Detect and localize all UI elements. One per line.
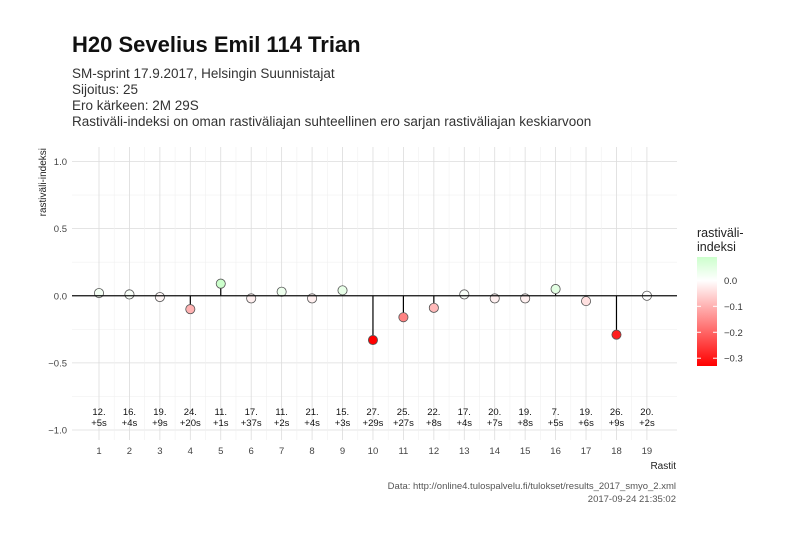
x-tick-label: 3 <box>157 446 162 457</box>
chart-title: H20 Sevelius Emil 114 Trian <box>72 32 361 57</box>
data-point <box>154 292 165 303</box>
x-tick-label: 7 <box>279 446 284 457</box>
diff-label: +29s <box>363 418 384 429</box>
x-tick-label: 1 <box>96 446 101 457</box>
data-point <box>276 286 287 297</box>
x-tick-label: 6 <box>249 446 254 457</box>
caption-source: Data: http://online4.tulospalvelu.fi/tul… <box>387 481 676 492</box>
y-tick-label: 0.0 <box>54 291 67 302</box>
y-tick-label: 0.5 <box>54 224 67 235</box>
diff-label: +37s <box>241 418 262 429</box>
axes: −1.0−0.50.00.51.01 2 3 4 5 6 7 8 9 10 11 12 13 14 15 16… <box>38 148 677 472</box>
legend: rastiväli-indeksi 0.0 −0.1 −0.2 −0.3 <box>697 226 744 366</box>
x-tick-label: 5 <box>218 446 223 457</box>
x-tick-label: 19 <box>642 446 653 457</box>
y-tick-label: 1.0 <box>54 157 67 168</box>
x-tick-label: 14 <box>489 446 500 457</box>
subtitle-line-4: Rastiväli-indeksi on oman rastiväliajan … <box>72 114 592 129</box>
rank-label: 11. <box>275 407 288 418</box>
legend-colorbar <box>697 257 717 366</box>
diff-label: +7s <box>487 418 503 429</box>
rank-label: 7. <box>552 407 560 418</box>
x-axis-title: Rastit <box>650 461 676 472</box>
y-axis-title: rastiväli-indeksi <box>38 148 49 216</box>
legend-title: indeksi <box>697 240 736 254</box>
legend-tick-label: 0.0 <box>724 276 737 287</box>
subtitle-line-3: Ero kärkeen: 2M 29S <box>72 98 199 113</box>
rank-label: 27. <box>366 407 379 418</box>
data-point <box>398 312 409 323</box>
x-tick-label: 2 <box>127 446 132 457</box>
legend-tick-label: −0.3 <box>724 354 743 365</box>
rank-label: 17. <box>245 407 258 418</box>
diff-label: +5s <box>548 418 564 429</box>
diff-label: +3s <box>335 418 351 429</box>
data-point <box>337 285 348 296</box>
data-point <box>550 284 561 295</box>
rank-label: 19. <box>153 407 166 418</box>
rank-label: 19. <box>579 407 592 418</box>
rank-label: 24. <box>184 407 197 418</box>
x-tick-label: 18 <box>611 446 622 457</box>
grid-lines <box>72 147 677 440</box>
rank-label: 11. <box>215 407 228 418</box>
legend-title: rastiväli- <box>697 226 744 240</box>
rank-label: 22. <box>427 407 440 418</box>
x-tick-label: 4 <box>188 446 193 457</box>
diff-label: +20s <box>180 418 201 429</box>
rank-label: 17. <box>458 407 471 418</box>
x-tick-label: 13 <box>459 446 470 457</box>
data-point <box>215 278 226 289</box>
rank-label: 21. <box>305 407 318 418</box>
data-point <box>581 296 592 307</box>
y-tick-label: −0.5 <box>48 358 67 369</box>
diff-label: +9s <box>609 418 625 429</box>
diff-label: +4s <box>122 418 138 429</box>
caption-timestamp: 2017-09-24 21:35:02 <box>587 494 676 505</box>
rank-label: 20. <box>640 407 653 418</box>
x-tick-label: 8 <box>309 446 314 457</box>
rank-label: 20. <box>488 407 501 418</box>
diff-label: +4s <box>304 418 320 429</box>
data-point <box>185 304 196 315</box>
points <box>94 278 652 346</box>
rank-label: 26. <box>610 407 623 418</box>
rank-label: 12. <box>92 407 105 418</box>
data-point <box>428 302 439 313</box>
diff-label: +4s <box>456 418 472 429</box>
rank-label: 25. <box>397 407 410 418</box>
x-tick-label: 9 <box>340 446 345 457</box>
diff-label: +6s <box>578 418 594 429</box>
diff-label: +5s <box>91 418 107 429</box>
x-tick-label: 11 <box>398 446 408 457</box>
y-tick-label: −1.0 <box>48 426 67 437</box>
data-point <box>367 335 378 346</box>
data-point <box>611 329 622 340</box>
subtitle-line-2: Sijoitus: 25 <box>72 82 139 97</box>
diff-label: +2s <box>639 418 655 429</box>
rank-label: 19. <box>519 407 532 418</box>
x-tick-label: 15 <box>520 446 531 457</box>
data-point <box>124 289 135 300</box>
rank-label: 15. <box>336 407 349 418</box>
x-tick-label: 12 <box>429 446 440 457</box>
rank-label: 16. <box>123 407 136 418</box>
diff-label: +1s <box>213 418 229 429</box>
data-point <box>459 289 470 300</box>
x-tick-label: 17 <box>581 446 592 457</box>
diff-label: +8s <box>426 418 442 429</box>
diff-label: +2s <box>274 418 290 429</box>
diff-label: +9s <box>152 418 168 429</box>
legend-tick-label: −0.1 <box>724 302 743 313</box>
x-tick-label: 16 <box>550 446 561 457</box>
legend-tick-label: −0.2 <box>724 328 743 339</box>
diff-label: +8s <box>517 418 533 429</box>
diff-label: +27s <box>393 418 414 429</box>
subtitle-line-1: SM-sprint 17.9.2017, Helsingin Suunnista… <box>72 66 335 81</box>
point-labels: 12.+5s16.+4s19.+9s24.+20s11.+1s17.+37s11… <box>91 407 655 429</box>
x-tick-label: 10 <box>368 446 379 457</box>
